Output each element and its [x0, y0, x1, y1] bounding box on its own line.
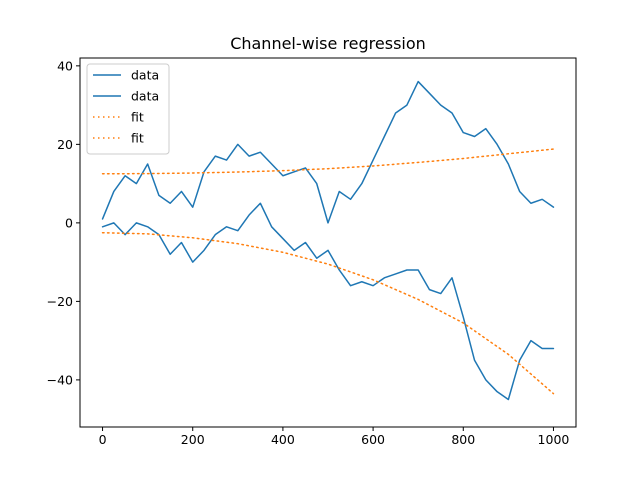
- series-line-4-fit: [101, 231, 555, 395]
- y-tick-label: 0: [65, 215, 73, 230]
- legend-label-data: data: [131, 68, 159, 83]
- legend-label-data: data: [131, 89, 159, 104]
- x-tick-label: 200: [181, 432, 205, 447]
- series-line-3-fit: [101, 148, 555, 175]
- legend-box: [86, 63, 170, 155]
- axes-layer: 0 200 400 600 800 1000 −40 −20 0 20 40: [47, 58, 570, 447]
- x-tick-label: 400: [271, 432, 295, 447]
- legend-label-fit: fit: [131, 131, 144, 146]
- x-tick-label: 600: [361, 432, 385, 447]
- y-tick-label: −40: [47, 372, 73, 387]
- y-tick-label: 40: [57, 58, 73, 73]
- series-line-1-data: [101, 80, 555, 224]
- chart-title: Channel-wise regression: [230, 34, 426, 53]
- x-tick-label: 0: [99, 432, 107, 447]
- series-line-2-data: [101, 202, 555, 401]
- y-tick-label: −20: [47, 294, 73, 309]
- x-tick-label: 800: [451, 432, 475, 447]
- plot-frame: [79, 57, 577, 428]
- series-layer: [101, 80, 555, 401]
- legend-label-fit: fit: [131, 110, 144, 125]
- legend: data data fit fit: [86, 63, 170, 155]
- y-tick-label: 20: [57, 137, 73, 152]
- x-tick-label: 1000: [538, 432, 570, 447]
